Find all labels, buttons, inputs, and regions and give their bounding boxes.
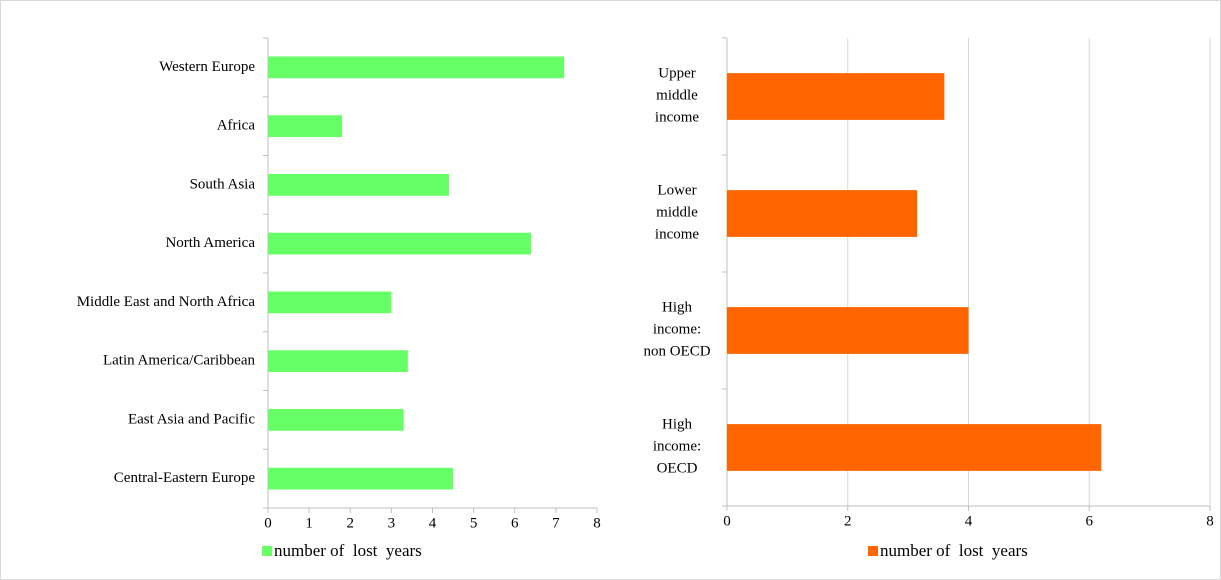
x-tick-label: 6 xyxy=(1086,513,1094,529)
bar xyxy=(727,307,969,354)
bar xyxy=(727,190,918,237)
y-tick-label: East Asia and Pacific xyxy=(128,411,255,427)
x-tick-label: 1 xyxy=(305,515,313,531)
bar xyxy=(268,232,532,255)
x-tick-label: 8 xyxy=(593,515,601,531)
bar xyxy=(268,409,404,431)
y-tick-label: Middle East and North Africa xyxy=(77,294,256,310)
x-tick-label: 4 xyxy=(965,513,973,529)
y-tick-label: Lower middle income xyxy=(655,183,699,243)
x-tick-label: 2 xyxy=(347,515,355,531)
bar xyxy=(268,467,454,490)
x-tick-label: 0 xyxy=(264,515,272,531)
bar xyxy=(268,174,449,196)
x-tick-label: 6 xyxy=(511,515,519,531)
y-tick-label: High income: non OECD xyxy=(643,300,710,360)
x-tick-label: 4 xyxy=(429,515,437,531)
legend-label: number of lost years xyxy=(880,541,1028,560)
bar xyxy=(268,291,392,314)
x-tick-label: 0 xyxy=(723,513,731,529)
bar xyxy=(727,424,1102,471)
y-tick-label: Western Europe xyxy=(159,59,255,75)
y-tick-label: Upper middle income xyxy=(655,66,699,126)
y-tick-label: Central-Eastern Europe xyxy=(114,470,256,486)
y-tick-label: Latin America/Caribbean xyxy=(103,353,256,369)
bar xyxy=(268,115,343,137)
y-tick-label: South Asia xyxy=(190,176,256,192)
y-tick-label: High income: OECD xyxy=(653,417,701,477)
y-tick-label: Africa xyxy=(217,118,256,134)
x-tick-label: 3 xyxy=(388,515,396,531)
x-tick-label: 5 xyxy=(470,515,478,531)
bar xyxy=(268,56,565,79)
bar xyxy=(268,350,408,372)
legend-swatch xyxy=(868,546,878,556)
bar xyxy=(727,73,945,120)
legend-label: number of lost years xyxy=(274,541,422,560)
x-tick-label: 2 xyxy=(844,513,852,529)
legend-swatch xyxy=(262,546,272,556)
x-tick-label: 7 xyxy=(552,515,560,531)
y-tick-label: North America xyxy=(165,235,255,251)
x-tick-label: 8 xyxy=(1206,513,1214,529)
